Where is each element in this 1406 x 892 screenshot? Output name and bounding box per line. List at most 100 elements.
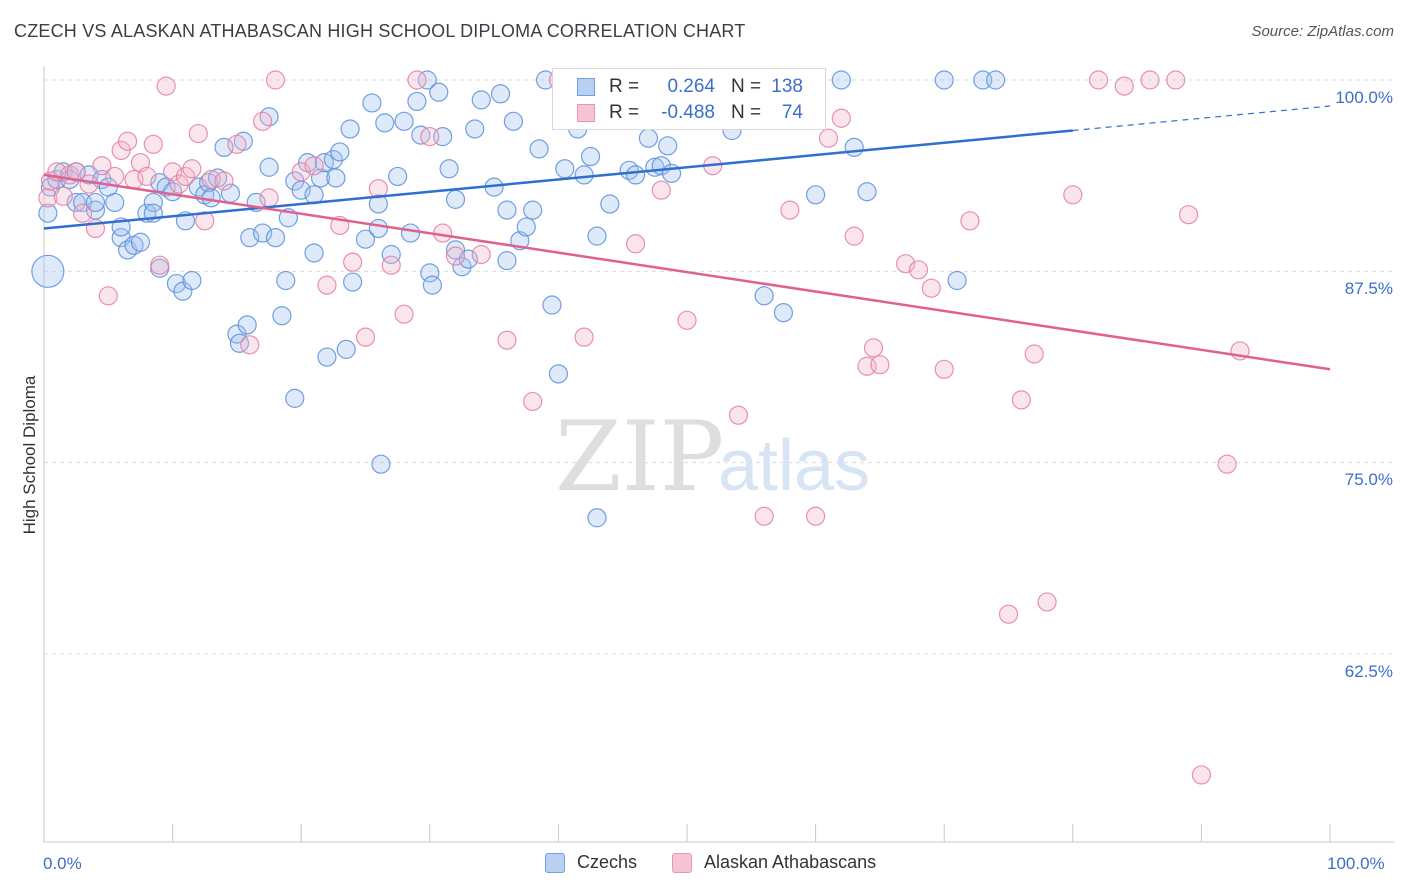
czech-point bbox=[422, 275, 442, 295]
czech-point bbox=[394, 111, 414, 131]
athabascan-point bbox=[214, 171, 234, 191]
athabascan-point bbox=[253, 111, 273, 131]
athabascan-point bbox=[137, 166, 157, 187]
athabascan-point bbox=[381, 255, 401, 275]
athabascans-swatch bbox=[577, 104, 595, 122]
athabascan-point bbox=[1166, 70, 1186, 90]
czech-point bbox=[31, 254, 65, 288]
czech-point bbox=[805, 185, 826, 205]
czechs-legend-swatch bbox=[545, 852, 565, 873]
athabascan-point bbox=[805, 506, 826, 526]
czech-point bbox=[754, 286, 774, 306]
czech-point bbox=[240, 228, 260, 248]
czech-point bbox=[857, 182, 877, 202]
czech-point bbox=[503, 111, 523, 131]
czech-point bbox=[336, 339, 356, 359]
athabascan-point bbox=[79, 174, 99, 194]
n-value: 138 bbox=[771, 76, 803, 97]
czech-point bbox=[439, 159, 459, 179]
athabascan-point bbox=[445, 246, 466, 266]
czech-point bbox=[625, 165, 646, 185]
legend-label: Czechs bbox=[577, 852, 638, 872]
czech-point bbox=[986, 70, 1006, 90]
czech-point bbox=[276, 270, 296, 291]
athabascan-point bbox=[1217, 454, 1237, 474]
athabascan-point bbox=[960, 211, 980, 231]
czech-point bbox=[587, 508, 607, 528]
czech-point bbox=[452, 257, 472, 277]
athabascan-point bbox=[651, 180, 671, 200]
y-tick-label: 100.0% bbox=[1335, 88, 1393, 107]
czech-point bbox=[388, 166, 408, 187]
y-axis-label: High School Diploma bbox=[20, 375, 39, 535]
czech-point bbox=[317, 347, 337, 367]
czech-point bbox=[343, 272, 363, 292]
athabascan-point bbox=[780, 200, 800, 220]
athabascan-point bbox=[259, 188, 279, 208]
r-label: R = bbox=[609, 102, 640, 123]
czech-point bbox=[368, 194, 388, 214]
athabascan-point bbox=[265, 70, 286, 90]
athabascan-point bbox=[38, 188, 58, 208]
athabascan-point bbox=[1114, 76, 1134, 96]
czech-point bbox=[445, 189, 466, 209]
czech-point bbox=[417, 70, 437, 90]
athabascan-point bbox=[1063, 185, 1083, 205]
czech-point bbox=[600, 194, 620, 214]
athabascan-point bbox=[227, 134, 247, 154]
czech-point bbox=[490, 84, 511, 104]
czech-point bbox=[465, 119, 485, 139]
n-label: N = bbox=[731, 102, 762, 123]
athabascan-point bbox=[98, 286, 118, 306]
watermark-zip: ZIP bbox=[555, 401, 724, 513]
czech-point bbox=[548, 364, 569, 384]
czech-trend-line bbox=[43, 129, 1073, 230]
athabascan-point bbox=[195, 211, 215, 231]
athabascan-point bbox=[182, 159, 202, 179]
czech-point bbox=[38, 203, 58, 223]
czech-point bbox=[542, 295, 562, 315]
athabascan-point bbox=[844, 226, 864, 246]
athabascan-point bbox=[1140, 70, 1160, 90]
athabascans-legend-swatch bbox=[672, 852, 692, 873]
athabascan-point bbox=[117, 131, 138, 151]
czech-point bbox=[429, 82, 449, 102]
czech-point bbox=[658, 136, 678, 156]
czech-point bbox=[381, 244, 401, 265]
athabascan-point bbox=[574, 327, 594, 347]
athabascan-point bbox=[1191, 765, 1212, 785]
legend-label: Alaskan Athabascans bbox=[704, 852, 877, 872]
czech-point bbox=[237, 315, 257, 335]
y-tick-label: 87.5% bbox=[1344, 279, 1393, 298]
czech-trend-extension bbox=[1072, 105, 1331, 132]
czech-point bbox=[497, 200, 517, 220]
czech-point bbox=[529, 139, 549, 159]
athabascan-point bbox=[150, 255, 170, 275]
athabascan-point bbox=[163, 162, 183, 182]
legend-row-athabascans: R = -0.488 N = 74 bbox=[577, 101, 803, 125]
athabascan-point bbox=[1088, 70, 1109, 90]
athabascan-point bbox=[863, 338, 884, 358]
n-value: 74 bbox=[781, 102, 803, 123]
athabascan-point bbox=[188, 123, 208, 144]
czech-point bbox=[555, 159, 575, 179]
czech-point bbox=[323, 149, 343, 170]
athabascan-point bbox=[831, 108, 851, 128]
czech-point bbox=[330, 142, 350, 162]
athabascan-point bbox=[497, 330, 517, 350]
czech-point bbox=[229, 333, 250, 353]
czech-point bbox=[340, 119, 360, 139]
athabascan-point bbox=[1011, 390, 1031, 410]
athabascan-point bbox=[240, 335, 260, 355]
athabascan-point bbox=[343, 252, 363, 272]
legend-row-czechs: R = 0.264 N = 138 bbox=[577, 75, 803, 99]
r-value: -0.488 bbox=[661, 102, 715, 123]
czech-point bbox=[371, 454, 391, 474]
czech-point bbox=[516, 217, 536, 237]
czech-point bbox=[368, 218, 388, 239]
athabascan-point bbox=[471, 244, 491, 265]
stats-legend: R = 0.264 N = 138 R = -0.488 N = 74 bbox=[552, 68, 826, 130]
czech-point bbox=[304, 243, 324, 263]
athabascan-point bbox=[304, 156, 324, 176]
